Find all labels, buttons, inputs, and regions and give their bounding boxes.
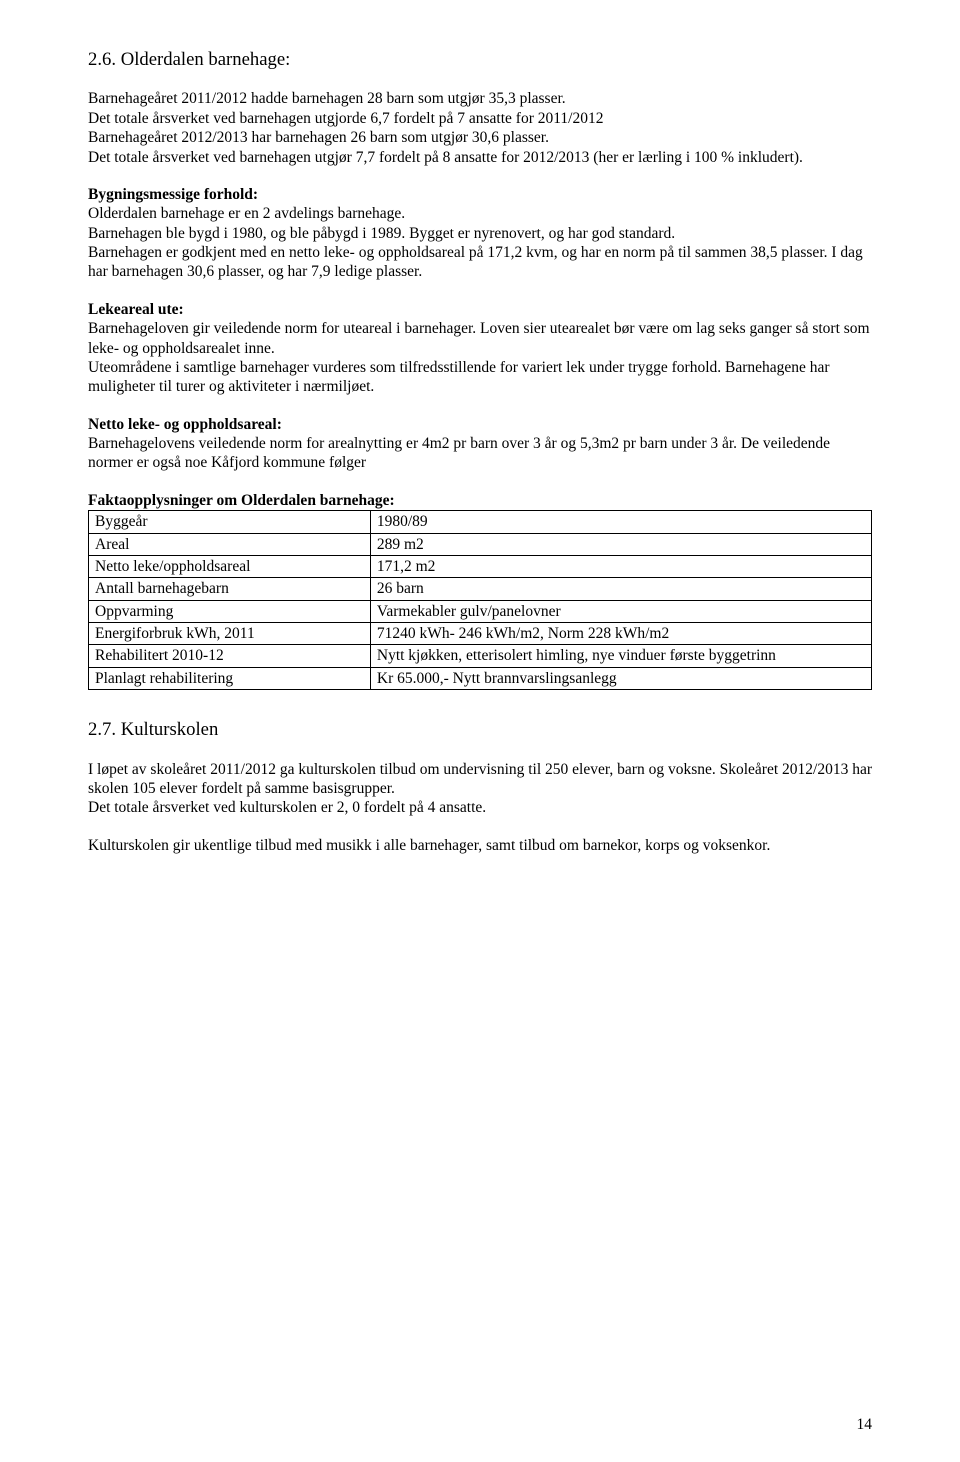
facts-label: Oppvarming <box>89 600 371 622</box>
table-row: Planlagt rehabiliteringKr 65.000,- Nytt … <box>89 667 872 689</box>
facts-value: 289 m2 <box>370 533 871 555</box>
paragraph: Barnehagen ble bygd i 1980, og ble påbyg… <box>88 224 872 243</box>
table-row: Energiforbruk kWh, 201171240 kWh- 246 kW… <box>89 623 872 645</box>
facts-value: 1980/89 <box>370 511 871 533</box>
paragraph: I løpet av skoleåret 2011/2012 ga kultur… <box>88 760 872 799</box>
paragraph: Uteområdene i samtlige barnehager vurder… <box>88 358 872 397</box>
paragraph: Olderdalen barnehage er en 2 avdelings b… <box>88 204 872 223</box>
facts-label: Netto leke/oppholdsareal <box>89 555 371 577</box>
facts-value: 71240 kWh- 246 kWh/m2, Norm 228 kWh/m2 <box>370 623 871 645</box>
table-row: Antall barnehagebarn26 barn <box>89 578 872 600</box>
facts-label: Byggeår <box>89 511 371 533</box>
table-row: Rehabilitert 2010-12Nytt kjøkken, etteri… <box>89 645 872 667</box>
paragraph: Barnehageåret 2012/2013 har barnehagen 2… <box>88 128 872 147</box>
table-row: OppvarmingVarmekabler gulv/panelovner <box>89 600 872 622</box>
subheading-bygningsmessige: Bygningsmessige forhold: <box>88 185 872 204</box>
facts-value: Nytt kjøkken, etterisolert himling, nye … <box>370 645 871 667</box>
paragraph: Barnehagelovens veiledende norm for area… <box>88 434 872 473</box>
paragraph: Det totale årsverket ved barnehagen utgj… <box>88 109 872 128</box>
facts-value: Kr 65.000,- Nytt brannvarslingsanlegg <box>370 667 871 689</box>
paragraph: Det totale årsverket ved barnehagen utgj… <box>88 148 872 167</box>
table-row: Byggeår1980/89 <box>89 511 872 533</box>
paragraph: Barnehagen er godkjent med en netto leke… <box>88 243 872 282</box>
facts-value: Varmekabler gulv/panelovner <box>370 600 871 622</box>
facts-value: 171,2 m2 <box>370 555 871 577</box>
paragraph: Barnehageloven gir veiledende norm for u… <box>88 319 872 358</box>
subheading-lekeareal: Lekeareal ute: <box>88 300 872 319</box>
facts-label: Rehabilitert 2010-12 <box>89 645 371 667</box>
paragraph: Det totale årsverket ved kulturskolen er… <box>88 798 872 817</box>
page-number: 14 <box>857 1415 873 1434</box>
paragraph: Kulturskolen gir ukentlige tilbud med mu… <box>88 836 872 855</box>
facts-label: Antall barnehagebarn <box>89 578 371 600</box>
section-2-7-heading: 2.7. Kulturskolen <box>88 718 872 741</box>
facts-label: Energiforbruk kWh, 2011 <box>89 623 371 645</box>
paragraph: Barnehageåret 2011/2012 hadde barnehagen… <box>88 89 872 108</box>
table-row: Areal289 m2 <box>89 533 872 555</box>
facts-label: Areal <box>89 533 371 555</box>
table-row: Netto leke/oppholdsareal171,2 m2 <box>89 555 872 577</box>
facts-label: Planlagt rehabilitering <box>89 667 371 689</box>
facts-table: Byggeår1980/89Areal289 m2Netto leke/opph… <box>88 510 872 690</box>
facts-heading: Faktaopplysninger om Olderdalen barnehag… <box>88 491 872 510</box>
subheading-netto: Netto leke- og oppholdsareal: <box>88 415 872 434</box>
facts-value: 26 barn <box>370 578 871 600</box>
section-2-6-heading: 2.6. Olderdalen barnehage: <box>88 48 872 71</box>
